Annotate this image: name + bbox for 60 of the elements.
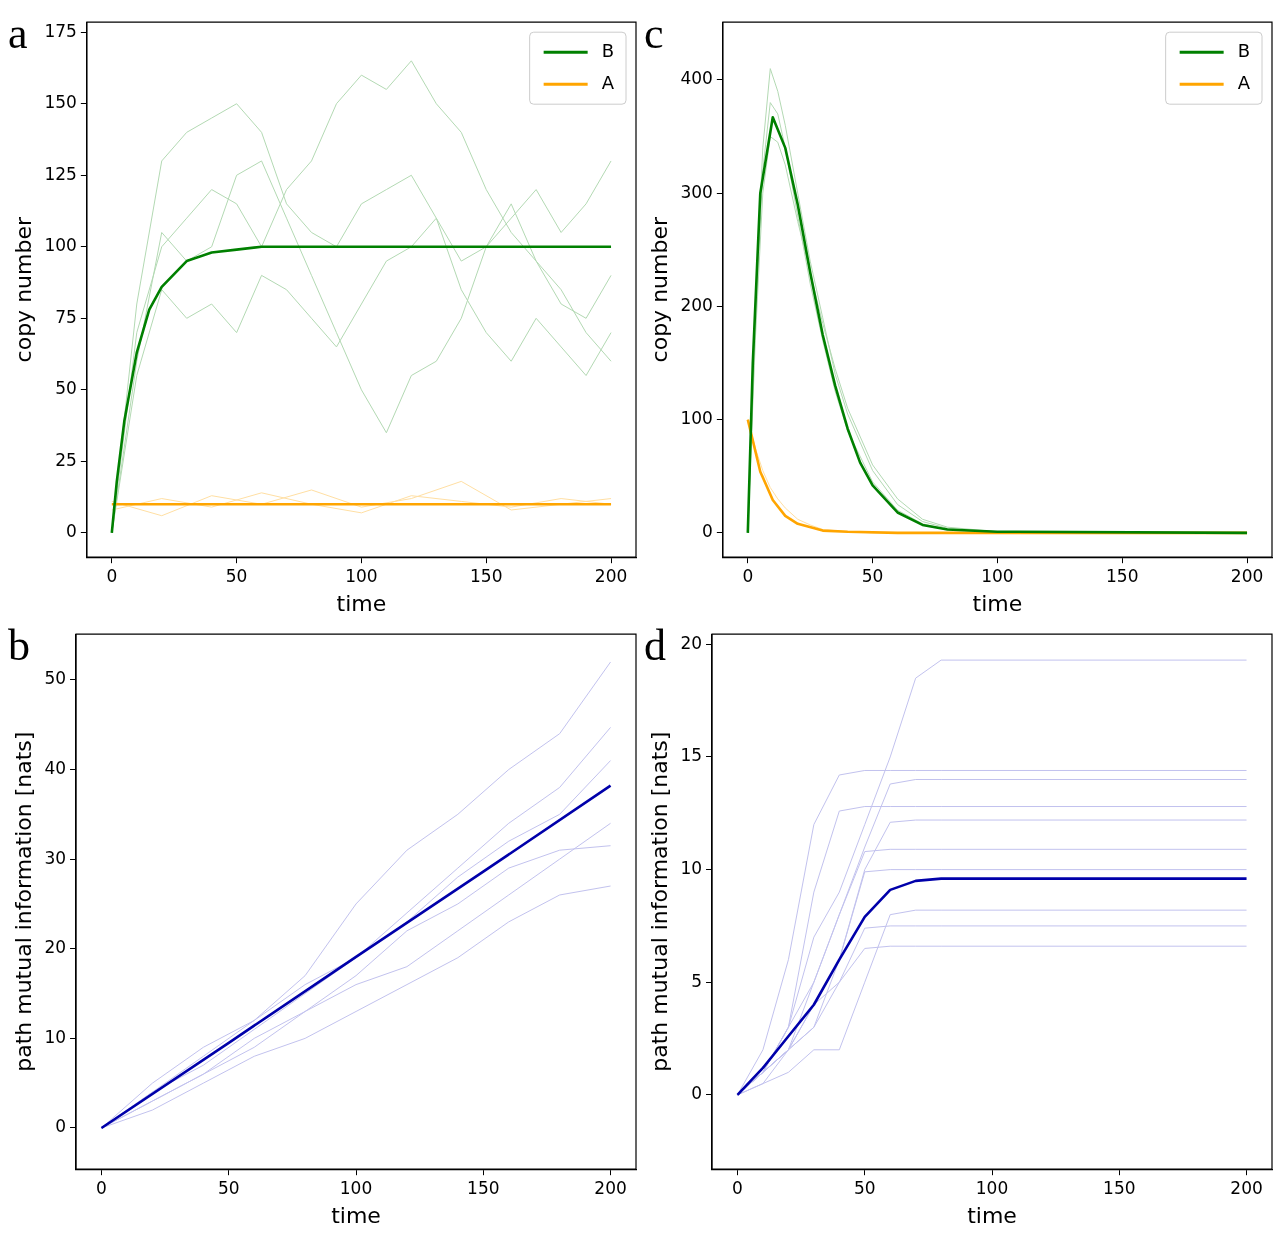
x-tick-label: 100 bbox=[975, 1177, 1009, 1198]
y-tick-label: 40 bbox=[44, 757, 67, 778]
y-tick-label: 150 bbox=[44, 92, 77, 113]
x-tick-label: 200 bbox=[1230, 1177, 1263, 1198]
x-axis-title: time bbox=[967, 1202, 1017, 1228]
x-tick-label: 0 bbox=[732, 1177, 743, 1198]
chart-title: c bbox=[644, 9, 664, 58]
x-tick-label: 150 bbox=[1103, 1177, 1136, 1198]
y-tick-label: 100 bbox=[44, 235, 77, 256]
x-tick-label: 50 bbox=[853, 1177, 876, 1198]
y-tick-label: 0 bbox=[55, 1116, 67, 1137]
y-tick-label: 75 bbox=[55, 306, 77, 327]
y-tick-label: 100 bbox=[680, 408, 713, 429]
y-tick-label: 10 bbox=[680, 858, 703, 879]
y-tick-label: 25 bbox=[55, 449, 77, 470]
y-tick-label: 30 bbox=[44, 847, 67, 868]
y-tick-label: 5 bbox=[691, 970, 703, 991]
x-tick-label: 150 bbox=[470, 565, 503, 586]
y-tick-label: 0 bbox=[66, 521, 77, 542]
chart-title: a bbox=[8, 9, 28, 58]
legend-label: A bbox=[1237, 71, 1251, 93]
y-tick-label: 20 bbox=[44, 937, 67, 958]
x-tick-label: 50 bbox=[861, 565, 884, 586]
y-tick-label: 175 bbox=[44, 20, 77, 41]
y-tick-label: 200 bbox=[680, 294, 713, 315]
x-tick-label: 150 bbox=[1106, 565, 1139, 586]
y-axis-title: copy number bbox=[646, 216, 672, 363]
y-axis-title: path mutual information [nats] bbox=[646, 731, 672, 1072]
x-tick-label: 0 bbox=[106, 565, 118, 586]
chart-title: b bbox=[8, 621, 30, 670]
y-tick-label: 50 bbox=[55, 378, 77, 399]
x-tick-label: 0 bbox=[96, 1177, 107, 1198]
y-tick-label: 0 bbox=[691, 1083, 703, 1104]
x-axis-title: time bbox=[972, 590, 1023, 616]
y-tick-label: 20 bbox=[680, 632, 703, 653]
x-tick-label: 50 bbox=[217, 1177, 240, 1198]
y-tick-label: 400 bbox=[680, 68, 713, 89]
x-tick-label: 100 bbox=[339, 1177, 373, 1198]
y-axis-title: path mutual information [nats] bbox=[10, 731, 36, 1072]
x-tick-label: 200 bbox=[1230, 565, 1264, 586]
x-tick-label: 200 bbox=[594, 565, 628, 586]
legend-label: B bbox=[601, 39, 615, 61]
x-tick-label: 0 bbox=[742, 565, 754, 586]
y-tick-label: 125 bbox=[44, 163, 77, 184]
legend-label: A bbox=[601, 71, 615, 93]
x-tick-label: 200 bbox=[594, 1177, 627, 1198]
x-tick-label: 100 bbox=[345, 565, 378, 586]
legend-label: B bbox=[1237, 39, 1251, 61]
x-tick-label: 50 bbox=[225, 565, 248, 586]
y-tick-label: 300 bbox=[680, 181, 713, 202]
y-tick-label: 50 bbox=[44, 668, 67, 689]
x-tick-label: 100 bbox=[981, 565, 1014, 586]
chart-title: d bbox=[644, 621, 666, 670]
y-axis-title: copy number bbox=[10, 216, 36, 363]
y-tick-label: 10 bbox=[44, 1026, 67, 1047]
x-tick-label: 150 bbox=[467, 1177, 500, 1198]
x-axis-title: time bbox=[331, 1202, 381, 1228]
y-tick-label: 0 bbox=[702, 521, 713, 542]
x-axis-title: time bbox=[336, 590, 387, 616]
y-tick-label: 15 bbox=[680, 745, 703, 766]
